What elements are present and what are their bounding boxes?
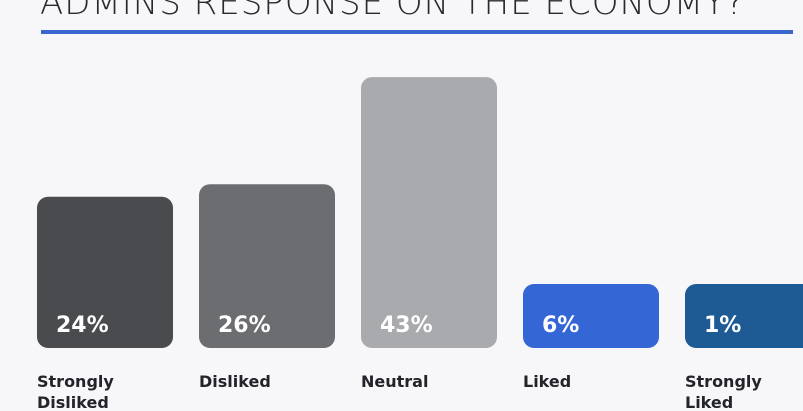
bar-2 (199, 184, 335, 348)
bar-3 (361, 77, 497, 348)
bar-value-label: 24% (56, 313, 109, 338)
bar-value-label: 43% (380, 313, 433, 338)
bar-5 (685, 284, 803, 348)
chart-title: ADMINS RESPONSE ON THE ECONOMY? (40, 0, 745, 23)
bar-value-label: 6% (542, 313, 579, 338)
bar-value-label: 26% (218, 313, 271, 338)
bar-4 (523, 284, 659, 348)
category-label: Strongly Disliked (37, 372, 114, 411)
bar-value-label: 1% (704, 313, 741, 338)
category-label: Strongly Liked (685, 372, 762, 411)
category-label: Disliked (199, 372, 271, 391)
title-underline (41, 30, 793, 34)
bar-1 (37, 196, 173, 348)
category-label: Neutral (361, 372, 429, 391)
category-label: Liked (523, 372, 572, 391)
